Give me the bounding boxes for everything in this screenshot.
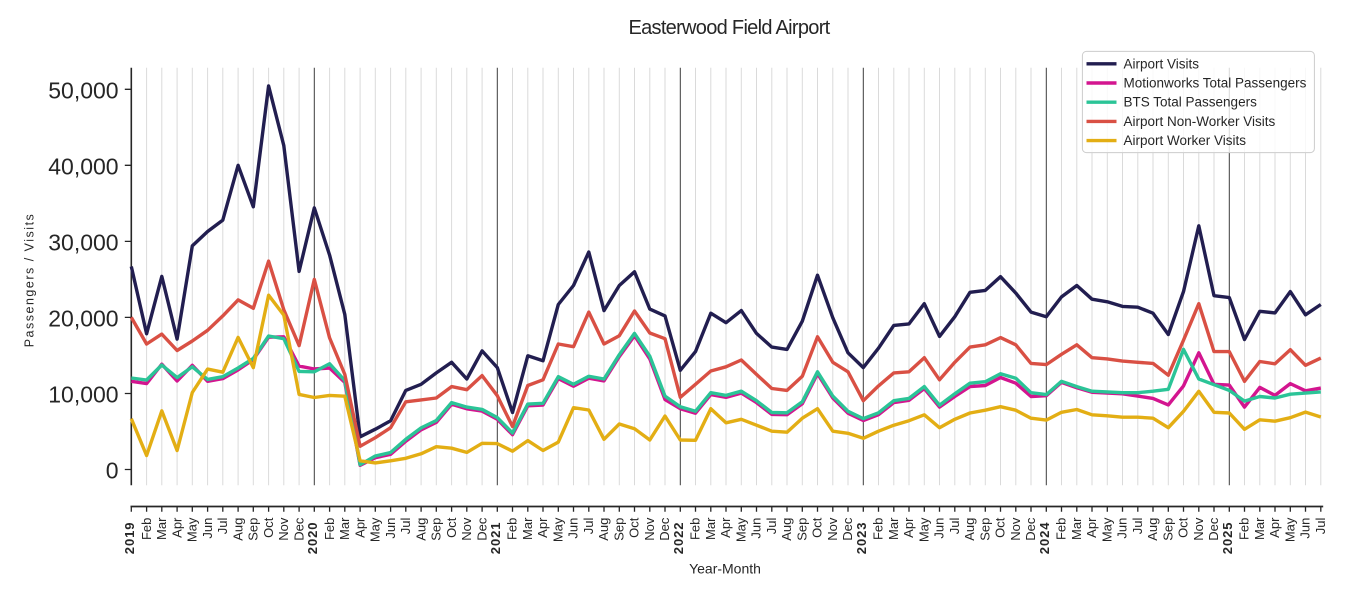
svg-text:Aug: Aug [1145,518,1160,541]
svg-text:Aug: Aug [230,518,245,541]
svg-text:Feb: Feb [322,518,337,540]
svg-text:Jul: Jul [215,517,230,534]
svg-text:10,000: 10,000 [48,382,118,408]
svg-text:Aug: Aug [596,518,611,541]
svg-text:Oct: Oct [627,517,642,538]
svg-text:Oct: Oct [1176,517,1191,538]
svg-text:2021: 2021 [488,522,503,555]
svg-text:Mar: Mar [703,517,718,540]
svg-text:Easterwood Field Airport: Easterwood Field Airport [628,17,830,39]
svg-text:May: May [1099,517,1114,542]
svg-text:Jul: Jul [947,517,962,534]
svg-text:40,000: 40,000 [48,153,118,179]
svg-text:Mar: Mar [337,517,352,540]
svg-text:Mar: Mar [520,517,535,540]
svg-text:May: May [550,517,565,542]
svg-text:Aug: Aug [779,518,794,541]
svg-text:Jul: Jul [1130,517,1145,534]
svg-text:Jun: Jun [749,518,764,539]
svg-text:Sep: Sep [245,518,260,541]
svg-text:Mar: Mar [886,517,901,540]
svg-text:Apr: Apr [1084,517,1099,538]
svg-text:Jun: Jun [383,518,398,539]
svg-text:Jul: Jul [581,517,596,534]
svg-text:Apr: Apr [535,517,550,538]
svg-text:Sep: Sep [794,518,809,541]
svg-text:May: May [367,517,382,542]
svg-text:2020: 2020 [305,522,320,555]
svg-text:Nov: Nov [1191,517,1206,541]
svg-text:Dec: Dec [1206,517,1221,541]
svg-text:Dec: Dec [474,517,489,541]
svg-text:Apr: Apr [718,517,733,538]
svg-text:Sep: Sep [611,518,626,541]
svg-text:2025: 2025 [1220,522,1235,555]
svg-text:Dec: Dec [291,517,306,541]
svg-text:2019: 2019 [122,522,137,555]
svg-text:Apr: Apr [1267,517,1282,538]
svg-text:Airport Non-Worker Visits: Airport Non-Worker Visits [1124,114,1276,129]
svg-text:Nov: Nov [642,517,657,541]
svg-text:2023: 2023 [854,522,869,555]
svg-text:0: 0 [106,458,119,484]
svg-text:Aug: Aug [413,518,428,541]
svg-text:Apr: Apr [169,517,184,538]
svg-text:Airport Visits: Airport Visits [1124,56,1200,71]
svg-text:Jun: Jun [1115,518,1130,539]
svg-text:Feb: Feb [688,518,703,540]
svg-text:May: May [1282,517,1297,542]
svg-text:20,000: 20,000 [48,305,118,331]
svg-text:Oct: Oct [810,517,825,538]
svg-text:Dec: Dec [1023,517,1038,541]
svg-text:Feb: Feb [1054,518,1069,540]
svg-text:Year-Month: Year-Month [689,561,761,577]
svg-text:Mar: Mar [1069,517,1084,540]
svg-text:Jun: Jun [1298,518,1313,539]
svg-text:Mar: Mar [154,517,169,540]
svg-text:Sep: Sep [1160,518,1175,541]
svg-text:Nov: Nov [825,517,840,541]
svg-text:Oct: Oct [444,517,459,538]
svg-text:Apr: Apr [901,517,916,538]
svg-text:Feb: Feb [1237,518,1252,540]
svg-text:Feb: Feb [505,518,520,540]
svg-text:Jul: Jul [1313,517,1328,534]
svg-text:Motionworks Total Passengers: Motionworks Total Passengers [1124,76,1307,91]
svg-text:Airport Worker Visits: Airport Worker Visits [1124,133,1247,148]
svg-text:Oct: Oct [261,517,276,538]
svg-text:May: May [184,517,199,542]
svg-text:Dec: Dec [840,517,855,541]
svg-text:Feb: Feb [871,518,886,540]
svg-text:Jun: Jun [566,518,581,539]
svg-text:Feb: Feb [139,518,154,540]
svg-text:Sep: Sep [977,518,992,541]
svg-text:Nov: Nov [459,517,474,541]
svg-text:Apr: Apr [352,517,367,538]
svg-text:2024: 2024 [1037,522,1052,555]
svg-text:Mar: Mar [1252,517,1267,540]
svg-text:50,000: 50,000 [48,77,118,103]
svg-text:May: May [733,517,748,542]
svg-text:Jul: Jul [764,517,779,534]
svg-text:Dec: Dec [657,517,672,541]
svg-text:Nov: Nov [276,517,291,541]
svg-text:May: May [916,517,931,542]
svg-text:Jul: Jul [398,517,413,534]
svg-text:Oct: Oct [993,517,1008,538]
svg-text:Aug: Aug [962,518,977,541]
svg-text:Jun: Jun [200,518,215,539]
svg-text:2022: 2022 [671,522,686,555]
svg-text:Jun: Jun [932,518,947,539]
svg-text:Nov: Nov [1008,517,1023,541]
svg-text:30,000: 30,000 [48,229,118,255]
svg-text:BTS Total Passengers: BTS Total Passengers [1124,95,1258,110]
svg-text:Sep: Sep [428,518,443,541]
svg-text:Passengers / Visits: Passengers / Visits [23,213,37,348]
